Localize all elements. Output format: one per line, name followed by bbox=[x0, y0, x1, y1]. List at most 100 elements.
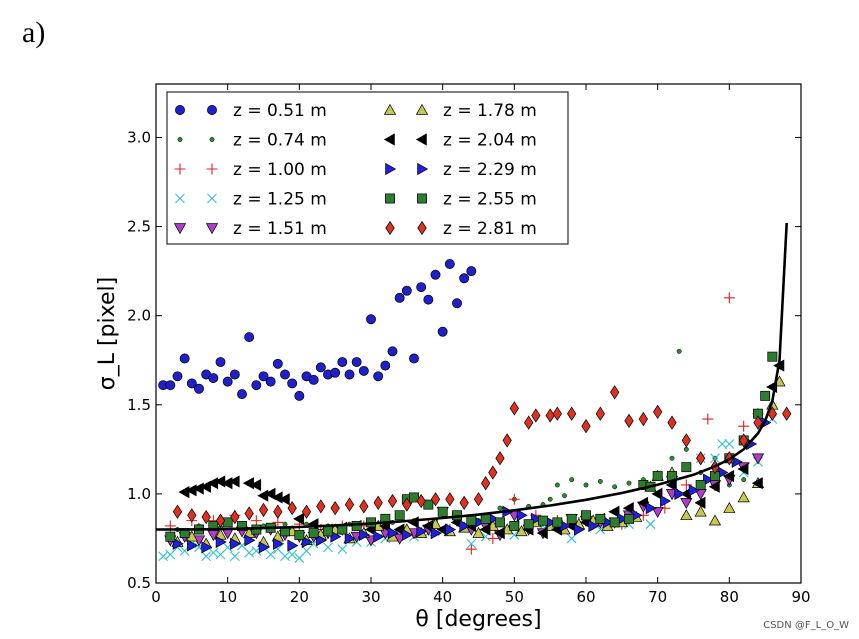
data-point bbox=[316, 534, 328, 547]
legend-marker bbox=[417, 193, 427, 204]
data-point bbox=[301, 535, 313, 549]
data-point bbox=[502, 433, 512, 448]
legend-marker bbox=[206, 163, 218, 175]
data-point bbox=[344, 532, 356, 545]
data-point bbox=[703, 473, 715, 486]
data-point bbox=[351, 521, 362, 531]
data-point bbox=[222, 376, 233, 387]
data-point bbox=[308, 374, 319, 385]
data-point bbox=[294, 529, 305, 540]
data-point bbox=[626, 480, 632, 486]
data-point bbox=[696, 451, 706, 466]
x-tick-label: 80 bbox=[720, 588, 739, 606]
data-point bbox=[497, 505, 503, 511]
data-point bbox=[287, 378, 298, 389]
data-point bbox=[323, 542, 333, 553]
data-point bbox=[265, 549, 276, 560]
data-point bbox=[624, 513, 634, 524]
data-point bbox=[612, 484, 618, 490]
legend-entry: z = 1.78 m bbox=[383, 101, 537, 121]
data-point bbox=[387, 527, 399, 540]
data-point bbox=[330, 367, 341, 378]
data-point bbox=[287, 539, 299, 552]
data-point bbox=[258, 502, 269, 518]
data-point bbox=[723, 501, 736, 513]
x-axis-label: θ [degrees] bbox=[415, 607, 541, 632]
data-point bbox=[459, 495, 469, 510]
data-point bbox=[402, 528, 414, 541]
data-point bbox=[158, 551, 169, 562]
data-point bbox=[694, 496, 706, 509]
legend-entry: z = 2.29 m bbox=[385, 160, 537, 180]
data-point bbox=[402, 497, 412, 512]
legend-marker bbox=[417, 162, 429, 176]
data-point bbox=[258, 371, 269, 382]
data-point bbox=[394, 510, 405, 521]
data-point bbox=[652, 471, 663, 482]
data-point bbox=[552, 517, 563, 528]
data-point bbox=[738, 420, 750, 432]
data-point bbox=[581, 510, 591, 521]
data-point bbox=[608, 505, 620, 518]
x-tick-label: 50 bbox=[505, 588, 524, 606]
data-point bbox=[351, 357, 362, 367]
legend-entry: z = 0.74 m bbox=[177, 131, 327, 151]
x-tick-label: 0 bbox=[151, 588, 161, 606]
axis-ticks: 0 10 20 30 40 50 60 70 80 90 0.5 1.0 1.5 2.0 2.5 3.0 bbox=[127, 84, 811, 606]
legend-marker bbox=[207, 193, 217, 204]
data-point bbox=[588, 519, 600, 533]
data-point bbox=[724, 439, 735, 449]
data-point bbox=[250, 478, 262, 492]
data-point bbox=[244, 332, 255, 343]
data-point bbox=[538, 515, 548, 526]
data-point bbox=[237, 389, 247, 400]
data-point bbox=[567, 406, 577, 421]
data-point bbox=[337, 544, 348, 555]
data-point bbox=[445, 492, 455, 507]
data-point bbox=[373, 371, 384, 382]
data-point bbox=[653, 404, 663, 420]
data-point bbox=[201, 509, 211, 525]
series-0 bbox=[158, 259, 477, 401]
data-point bbox=[315, 362, 326, 373]
data-point bbox=[430, 269, 441, 280]
data-point bbox=[524, 415, 534, 430]
data-point bbox=[401, 285, 412, 296]
data-point bbox=[228, 475, 240, 488]
data-point bbox=[508, 493, 520, 505]
data-point bbox=[531, 512, 543, 525]
data-point bbox=[480, 513, 491, 524]
data-point bbox=[609, 517, 620, 528]
data-point bbox=[265, 376, 276, 387]
legend-marker bbox=[205, 223, 219, 235]
data-point bbox=[637, 496, 649, 509]
data-point bbox=[229, 369, 240, 380]
data-point bbox=[753, 415, 763, 430]
data-point bbox=[316, 499, 326, 514]
data-point bbox=[394, 292, 405, 303]
data-point bbox=[282, 521, 288, 527]
data-point bbox=[466, 538, 477, 549]
data-point bbox=[430, 492, 441, 507]
data-point bbox=[473, 492, 484, 507]
data-point bbox=[287, 501, 297, 516]
data-point bbox=[258, 541, 270, 554]
x-tick-label: 70 bbox=[648, 588, 667, 606]
x-tick-label: 60 bbox=[576, 588, 595, 606]
data-point bbox=[495, 517, 505, 528]
data-point bbox=[230, 537, 242, 550]
data-point bbox=[445, 523, 457, 536]
data-point bbox=[595, 513, 606, 524]
data-point bbox=[545, 408, 555, 423]
data-point bbox=[737, 491, 750, 503]
legend-label: z = 0.74 m bbox=[233, 131, 327, 151]
data-point bbox=[465, 543, 477, 555]
data-point bbox=[215, 535, 227, 549]
legend-entry: z = 1.51 m bbox=[173, 219, 327, 239]
data-point bbox=[667, 415, 677, 430]
data-point bbox=[610, 385, 620, 400]
watermark: CSDN @F_L_O_W bbox=[763, 620, 849, 631]
data-point bbox=[708, 514, 722, 526]
series-8 bbox=[165, 351, 778, 542]
